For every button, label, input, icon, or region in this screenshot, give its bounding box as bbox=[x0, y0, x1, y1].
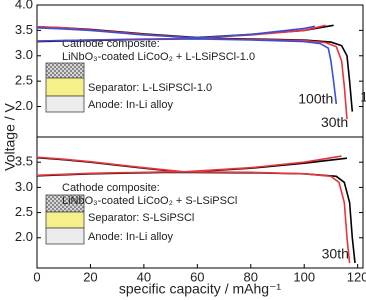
curve bbox=[36, 155, 342, 173]
layer bbox=[45, 62, 85, 79]
y-tick-label: 2.0 bbox=[15, 98, 33, 113]
layer bbox=[45, 227, 85, 245]
y-tick-label: 2.5 bbox=[15, 73, 33, 88]
curve bbox=[36, 25, 316, 39]
x-tick-label: 60 bbox=[190, 269, 204, 284]
plot-frame bbox=[36, 136, 364, 269]
inset-text: LiNbO₃-coated LiCoO₂ + L-LSiPSCl-1.0 bbox=[62, 51, 255, 63]
inset-text: Cathode composite: bbox=[62, 182, 160, 194]
x-tick-label: 100 bbox=[293, 269, 315, 284]
y-tick-label: 3.5 bbox=[15, 22, 33, 37]
y-tick-label: 3.0 bbox=[15, 47, 33, 62]
x-tick-label: 0 bbox=[33, 269, 40, 284]
inset-text: Anode: In-Li alloy bbox=[88, 231, 173, 243]
inset-text: Separator: L-LSiPSCl-1.0 bbox=[88, 82, 212, 94]
plot-frame bbox=[36, 4, 364, 138]
y-tick-label: 4.0 bbox=[15, 0, 33, 11]
inset-text: LiNbO₃-coated LiCoO₂ + S-LSiPSCl bbox=[62, 195, 237, 207]
series-label: 1st bbox=[360, 88, 366, 104]
series-label: 30th bbox=[321, 114, 348, 130]
inset-text: Anode: In-Li alloy bbox=[88, 99, 173, 111]
curve bbox=[36, 170, 351, 264]
curve bbox=[36, 156, 348, 174]
y-axis-label: Voltage / V bbox=[2, 102, 18, 170]
x-tick-label: 80 bbox=[244, 269, 258, 284]
layer bbox=[45, 77, 85, 97]
inset-text: Separator: S-LSiPSCl bbox=[88, 212, 194, 224]
y-tick-label: 3.0 bbox=[15, 179, 33, 194]
x-tick-label: 40 bbox=[137, 269, 151, 284]
y-tick-label: 3.5 bbox=[15, 154, 33, 169]
y-tick-label: 2.5 bbox=[15, 204, 33, 219]
x-axis-label: specific capacity / mAhg⁻¹ bbox=[119, 281, 282, 297]
layer bbox=[45, 211, 85, 229]
series-label: 30th bbox=[322, 246, 349, 262]
series-label: 100th bbox=[298, 91, 333, 107]
x-tick-label: 20 bbox=[83, 269, 97, 284]
curve bbox=[36, 38, 338, 105]
layer bbox=[45, 95, 85, 113]
y-tick-label: 2.0 bbox=[15, 229, 33, 244]
x-tick-label: 120 bbox=[347, 269, 366, 284]
series-label: 1st bbox=[365, 248, 366, 264]
